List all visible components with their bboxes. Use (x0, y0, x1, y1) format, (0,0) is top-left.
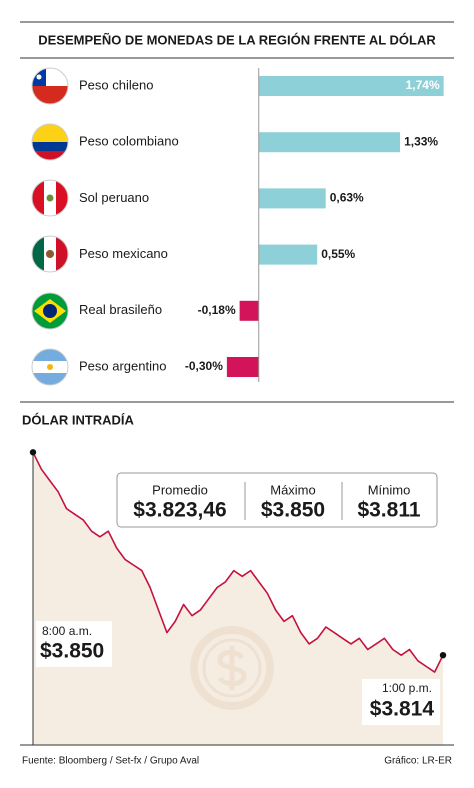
chart-title: DESEMPEÑO DE MONEDAS DE LA REGIÓN FRENTE… (38, 32, 436, 47)
stat-label: Mínimo (368, 482, 411, 497)
category-label: Sol peruano (79, 190, 149, 205)
bar (239, 300, 259, 321)
category-label: Peso argentino (79, 358, 166, 373)
stat-value: $3.850 (261, 499, 325, 522)
line-chart (29, 449, 447, 745)
bar (226, 357, 259, 377)
stat-label: Máximo (270, 482, 316, 497)
footer-source: Fuente: Bloomberg / Set-fx / Grupo Aval (22, 756, 199, 767)
annotation-box (36, 621, 112, 667)
annotation-time: 8:00 a.m. (42, 624, 92, 638)
flag-peru (31, 179, 69, 217)
annotation-value: $3.814 (370, 698, 435, 721)
value-label: -0,18% (198, 303, 236, 317)
value-label: 1,74% (406, 78, 440, 92)
bar (258, 76, 444, 96)
stat-value: $3.811 (357, 499, 420, 522)
value-label: 0,55% (321, 247, 355, 261)
stat-label: Promedio (152, 482, 208, 497)
flag-mexico (31, 235, 69, 273)
category-label: Real brasileño (79, 302, 162, 317)
end-point (29, 449, 37, 456)
category-label: Peso chileno (79, 77, 153, 92)
value-label: 0,63% (330, 191, 364, 205)
flag-colombia (31, 123, 69, 161)
value-label: 1,33% (404, 134, 438, 148)
stats-box (116, 472, 438, 528)
flag-argentina (31, 348, 69, 386)
bar (258, 244, 318, 265)
annotation-box (362, 679, 440, 725)
flag-chile (31, 67, 69, 105)
area (33, 452, 443, 745)
bar (258, 132, 401, 153)
line (32, 451, 444, 673)
dollar-icon (190, 626, 274, 710)
flag-brazil (31, 292, 69, 330)
annotation-time: 1:00 p.m. (382, 681, 432, 695)
section-title: DÓLAR INTRADÍA (22, 412, 135, 427)
category-label: Peso mexicano (79, 246, 168, 261)
stat-value: $3.823,46 (133, 499, 226, 522)
bar (258, 188, 326, 209)
value-label: -0,30% (185, 359, 223, 373)
footer-credit: Gráfico: LR-ER (384, 756, 452, 767)
end-point (439, 651, 447, 659)
annotation-value: $3.850 (40, 640, 104, 663)
category-label: Peso colombiano (79, 134, 179, 149)
